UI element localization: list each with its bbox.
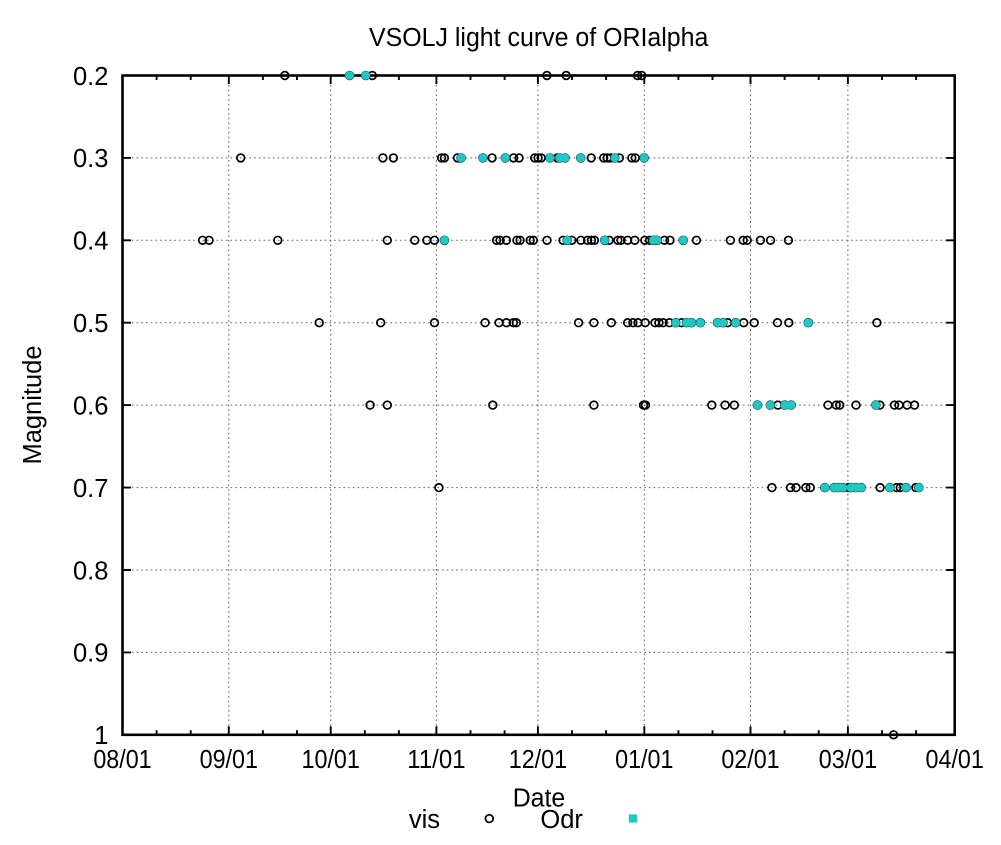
svg-text:0.8: 0.8	[73, 557, 108, 585]
svg-text:10/01: 10/01	[302, 746, 360, 774]
svg-text:09/01: 09/01	[200, 746, 258, 774]
svg-text:0.7: 0.7	[73, 475, 108, 503]
svg-text:04/01: 04/01	[926, 746, 984, 774]
svg-text:VSOLJ light curve of ORIalpha: VSOLJ light curve of ORIalpha	[369, 24, 709, 52]
svg-text:12/01: 12/01	[509, 746, 567, 774]
svg-text:Date: Date	[513, 785, 566, 813]
svg-text:0.2: 0.2	[73, 63, 108, 91]
svg-text:11/01: 11/01	[407, 746, 465, 774]
svg-text:08/01: 08/01	[93, 746, 151, 774]
svg-text:0.4: 0.4	[73, 228, 108, 256]
svg-text:02/01: 02/01	[721, 746, 779, 774]
svg-text:01/01: 01/01	[615, 746, 673, 774]
svg-text:1: 1	[94, 722, 108, 750]
svg-text:03/01: 03/01	[819, 746, 877, 774]
svg-text:0.5: 0.5	[73, 310, 108, 338]
svg-text:Odr: Odr	[540, 806, 583, 834]
svg-text:Magnitude: Magnitude	[19, 345, 47, 464]
svg-text:0.9: 0.9	[73, 640, 108, 668]
svg-text:0.6: 0.6	[73, 392, 108, 420]
svg-text:vis: vis	[409, 806, 440, 834]
svg-text:0.3: 0.3	[73, 145, 108, 173]
